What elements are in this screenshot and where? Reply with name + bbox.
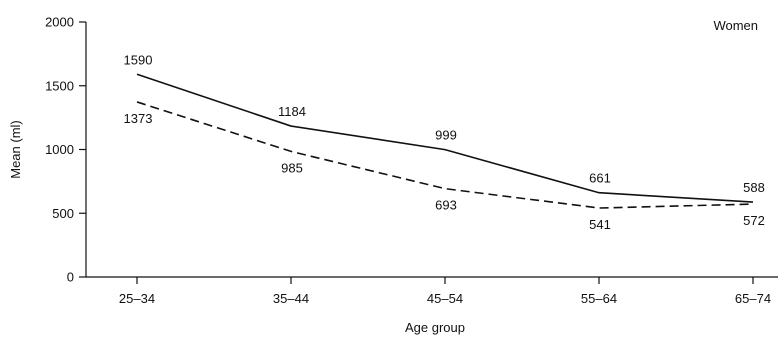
data-labels: 1590 1184 999 661 588 1373 985 693 541 572: [124, 52, 765, 232]
x-tick-label: 35–44: [273, 291, 309, 306]
data-label-solid: 661: [589, 171, 611, 186]
data-label-dashed: 541: [589, 217, 611, 232]
data-label-dashed: 985: [281, 160, 303, 175]
y-axis-title: Mean (ml): [8, 120, 23, 179]
series-line-solid: [136, 73, 754, 203]
data-label-solid: 588: [743, 180, 765, 195]
data-label-dashed: 572: [743, 213, 765, 228]
x-tick-label: 55–64: [581, 291, 617, 306]
x-tick-label: 65–74: [735, 291, 771, 306]
data-label-solid: 999: [435, 128, 457, 143]
y-tick-label: 1500: [45, 78, 74, 93]
x-tick-label: 25–34: [119, 291, 155, 306]
data-label-dashed: 693: [435, 198, 457, 213]
y-tick-label: 0: [67, 270, 74, 285]
axes: 0 500 1000 1500 2000 25–34 35–44 45–54 55–64 65–7…: [45, 15, 778, 306]
x-tick-label: 45–54: [427, 291, 463, 306]
data-label-dashed: 1373: [124, 111, 153, 126]
panel-label: Women: [713, 18, 758, 33]
series-layer: [136, 73, 754, 209]
series-line-dashed: [136, 101, 754, 209]
data-label-solid: 1590: [124, 52, 153, 67]
y-tick-label: 500: [52, 206, 74, 221]
data-label-solid: 1184: [278, 104, 306, 119]
y-tick-label: 1000: [45, 142, 74, 157]
y-tick-label: 2000: [45, 15, 74, 30]
x-axis-title: Age group: [405, 320, 465, 335]
